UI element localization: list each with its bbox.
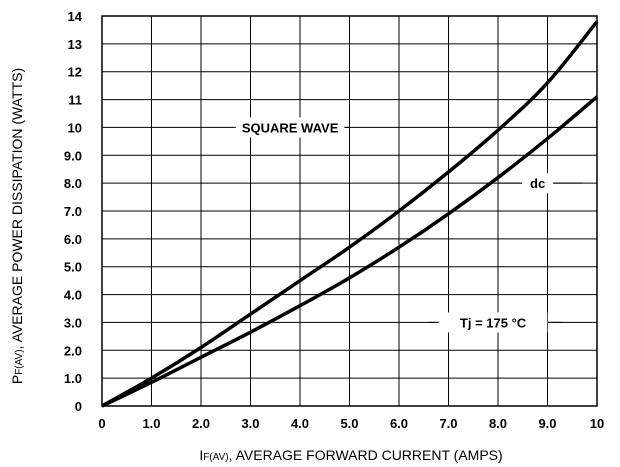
annotation-background <box>438 312 548 333</box>
y-tick-label: 7.0 <box>64 204 82 219</box>
x-tick-label: 10 <box>590 416 604 431</box>
y-tick-label: 14 <box>68 9 83 24</box>
x-tick-label: 7.0 <box>439 416 457 431</box>
y-tick-label: 13 <box>68 37 82 52</box>
y-axis-label: PF(AV), AVERAGE POWER DISSIPATION (WATTS… <box>9 68 25 384</box>
x-axis-label: IF(AV), AVERAGE FORWARD CURRENT (AMPS) <box>199 447 502 463</box>
y-tick-label: 2.0 <box>64 343 82 358</box>
plot-frame <box>101 15 598 407</box>
y-tick-label: 0 <box>75 399 82 414</box>
x-tick-label: 1.0 <box>142 416 160 431</box>
annotation-background <box>235 117 345 138</box>
annotation-text: SQUARE WAVE <box>242 120 339 135</box>
y-tick-label: 10 <box>68 120 82 135</box>
annotation-text: dc <box>530 176 545 191</box>
x-tick-label: 8.0 <box>489 416 507 431</box>
grid <box>101 15 598 407</box>
square-wave-label: SQUARE WAVE <box>235 117 350 138</box>
y-tick-label: 6.0 <box>64 232 82 247</box>
x-tick-label: 5.0 <box>340 416 358 431</box>
y-tick-label: 11 <box>68 93 82 108</box>
y-tick-label: 8.0 <box>64 176 82 191</box>
y-tick-label: 9.0 <box>64 148 82 163</box>
y-tick-label: 12 <box>68 65 82 80</box>
curves <box>101 20 599 408</box>
annotations: SQUARE WAVE dc Tj = 175 °C <box>235 117 583 333</box>
dc-curve <box>101 95 599 408</box>
tick-labels: 0 1.0 2.0 3.0 4.0 5.0 6.0 7.0 8.0 9.0 10 0 1.0 2.0 3.0… <box>64 9 604 431</box>
x-tick-label: 3.0 <box>241 416 259 431</box>
y-tick-label: 1.0 <box>64 371 82 386</box>
square-wave-curve <box>101 20 599 408</box>
dc-label: dc <box>498 173 583 194</box>
annotation-background <box>522 173 554 194</box>
x-tick-label: 0 <box>98 416 105 431</box>
x-tick-label: 2.0 <box>192 416 210 431</box>
annotation-text: Tj = 175 °C <box>460 315 527 330</box>
y-tick-label: 3.0 <box>64 315 82 330</box>
tj-label: Tj = 175 °C <box>428 312 563 333</box>
y-tick-label: 4.0 <box>64 288 82 303</box>
y-tick-label: 5.0 <box>64 260 82 275</box>
x-tick-label: 6.0 <box>390 416 408 431</box>
x-tick-label: 9.0 <box>538 416 556 431</box>
x-tick-label: 4.0 <box>291 416 309 431</box>
